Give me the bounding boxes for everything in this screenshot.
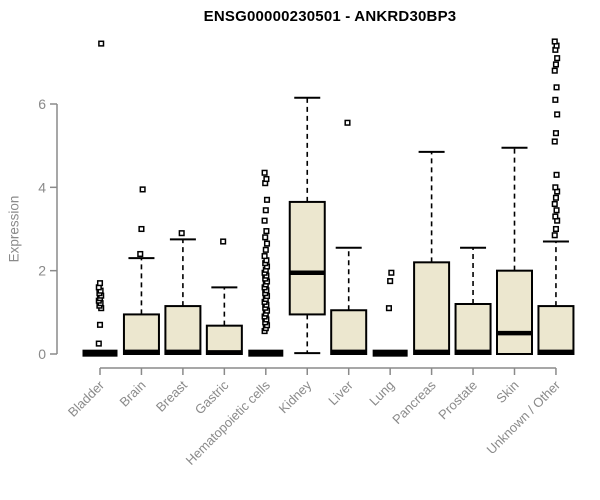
outlier-point-unknown-other xyxy=(553,207,560,214)
box-breast xyxy=(164,305,202,356)
outlier-point-unknown-other xyxy=(552,225,560,233)
outlier-point-unknown-other xyxy=(552,61,560,68)
box-liver xyxy=(330,309,368,355)
box-hematopoietic-cells xyxy=(248,349,284,357)
box-bladder xyxy=(82,349,118,357)
outlier-point-breast xyxy=(178,230,185,237)
box-brain xyxy=(122,313,160,355)
box-prostate xyxy=(454,303,492,355)
x-tick-label: Lung xyxy=(366,378,397,409)
y-tick-label: 4 xyxy=(38,179,46,195)
outlier-point-unknown-other xyxy=(553,171,560,178)
outlier-point-hematopoietic-cells xyxy=(261,217,268,224)
outlier-point-hematopoietic-cells xyxy=(262,246,269,253)
box-unknown-other xyxy=(537,305,575,356)
x-tick-label: Prostate xyxy=(435,378,480,423)
outlier-point-hematopoietic-cells xyxy=(263,240,271,247)
outlier-point-hematopoietic-cells xyxy=(263,175,270,183)
outlier-point-unknown-other xyxy=(552,194,560,201)
outlier-point-lung xyxy=(385,305,392,312)
box-gastric xyxy=(205,324,243,355)
outlier-point-unknown-other xyxy=(552,96,559,103)
outlier-point-brain xyxy=(138,225,145,233)
x-tick-label: Bladder xyxy=(65,377,108,420)
outlier-point-unknown-other xyxy=(551,232,558,239)
x-tick-label: Pancreas xyxy=(389,377,439,427)
outlier-point-gastric xyxy=(220,238,227,245)
outlier-point-bladder xyxy=(98,40,105,47)
outlier-point-lung xyxy=(388,269,395,276)
outlier-point-hematopoietic-cells xyxy=(262,234,269,241)
outlier-point-unknown-other xyxy=(551,67,558,74)
outlier-point-hematopoietic-cells xyxy=(261,169,268,176)
x-tick-label: Unknown / Other xyxy=(483,377,563,457)
outlier-point-unknown-other xyxy=(551,138,558,145)
outlier-point-brain xyxy=(137,250,144,258)
box-pancreas xyxy=(413,261,451,356)
outlier-point-hematopoietic-cells xyxy=(262,207,269,214)
x-tick-label: Breast xyxy=(153,377,190,414)
outlier-point-unknown-other xyxy=(551,200,558,208)
outlier-point-brain xyxy=(139,186,146,193)
x-tick-label: Skin xyxy=(493,378,521,406)
y-tick-label: 2 xyxy=(38,263,46,279)
outlier-point-unknown-other xyxy=(554,55,561,62)
outlier-point-liver xyxy=(344,119,351,126)
y-tick-label: 0 xyxy=(38,346,46,362)
outlier-point-hematopoietic-cells xyxy=(263,196,271,203)
outlier-point-unknown-other xyxy=(553,84,560,91)
outlier-point-unknown-other xyxy=(554,111,561,118)
x-tick-label: Liver xyxy=(325,377,356,408)
y-tick-label: 6 xyxy=(38,96,46,112)
x-tick-label: Kidney xyxy=(276,377,315,416)
x-tick-label: Gastric xyxy=(192,377,232,417)
outlier-point-unknown-other xyxy=(552,184,559,191)
outlier-point-hematopoietic-cells xyxy=(261,253,268,260)
outlier-point-hematopoietic-cells xyxy=(263,228,270,235)
outlier-point-unknown-other xyxy=(552,213,559,220)
outlier-point-bladder xyxy=(96,321,104,328)
box-lung xyxy=(372,349,408,357)
outlier-point-bladder xyxy=(96,280,104,287)
outlier-point-unknown-other xyxy=(552,130,560,137)
chart-title: ENSG00000230501 - ANKRD30BP3 xyxy=(203,8,457,25)
box-skin xyxy=(496,269,533,355)
outlier-point-bladder xyxy=(95,340,102,347)
outlier-point-unknown-other xyxy=(551,38,558,45)
outlier-point-lung xyxy=(387,278,394,285)
x-tick-label: Brain xyxy=(116,378,148,410)
box-kidney xyxy=(288,200,326,316)
